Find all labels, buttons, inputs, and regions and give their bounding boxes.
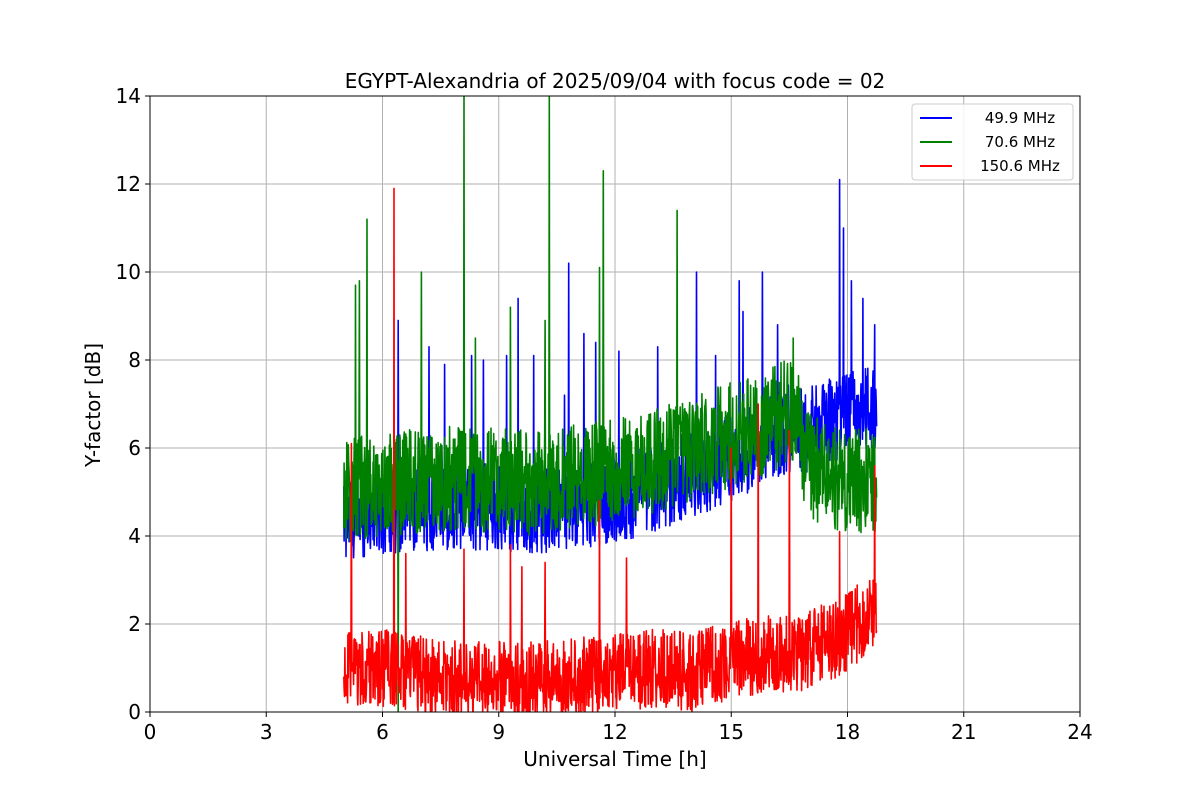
legend-label-0: 49.9 MHz — [985, 109, 1055, 127]
x-tick-label: 0 — [144, 720, 157, 744]
series-line-2 — [343, 187, 878, 712]
y-tick-label: 0 — [128, 700, 141, 724]
x-tick-label: 24 — [1067, 720, 1092, 744]
x-tick-label: 12 — [602, 720, 627, 744]
x-tick-label: 15 — [719, 720, 744, 744]
y-tick-label: 12 — [116, 172, 141, 196]
y-tick-label: 6 — [128, 436, 141, 460]
plot-area — [343, 96, 878, 712]
x-tick-label: 9 — [492, 720, 505, 744]
y-tick-label: 4 — [128, 524, 141, 548]
x-tick-label: 18 — [835, 720, 860, 744]
x-tick-label: 21 — [951, 720, 976, 744]
y-tick-label: 8 — [128, 348, 141, 372]
x-tick-label: 6 — [376, 720, 389, 744]
legend-label-2: 150.6 MHz — [980, 157, 1060, 175]
y-tick-label: 14 — [116, 84, 141, 108]
y-axis-label: Y-factor [dB] — [81, 343, 105, 468]
legend-box — [911, 103, 1074, 181]
x-axis-label: Universal Time [h] — [523, 747, 706, 771]
series-line-1 — [343, 96, 878, 712]
y-tick-label: 10 — [116, 260, 141, 284]
legend-label-1: 70.6 MHz — [985, 133, 1055, 151]
x-tick-label: 3 — [260, 720, 273, 744]
chart-title: EGYPT-Alexandria of 2025/09/04 with focu… — [345, 69, 886, 93]
y-tick-label: 2 — [128, 612, 141, 636]
legend: 49.9 MHz 70.6 MHz 150.6 MHz — [911, 103, 1074, 181]
